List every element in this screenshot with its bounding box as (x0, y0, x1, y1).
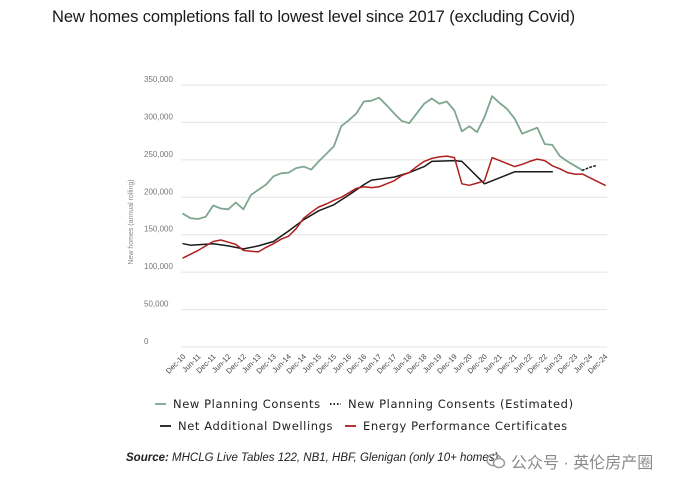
source-label: Source: (126, 452, 169, 464)
y-tick-label: 350,000 (144, 75, 173, 84)
legend: New Planning Consents New Planning Consen… (155, 397, 574, 433)
x-axis-ticks: Dec-10Jun-11Dec-11Jun-12Dec-12Jun-13Dec-… (164, 352, 609, 375)
series-new-planning-consents (182, 95, 584, 220)
watermark: 公众号 · 英伦房产圈 (486, 449, 653, 473)
legend-label: New Planning Consents (Estimated) (348, 397, 574, 411)
source-text: MHCLG Live Tables 122, NB1, HBF, Gleniga… (172, 452, 499, 464)
y-tick-label: 100,000 (144, 262, 173, 271)
y-axis-ticks: 0 50,000 100,000 150,000 200,000 250,000 300,0… (144, 75, 173, 346)
y-tick-label: 150,000 (144, 225, 173, 234)
series-planning-estimated (581, 164, 599, 172)
y-tick-label: 300,000 (144, 112, 173, 121)
y-tick-label: 0 (144, 337, 149, 346)
y-tick-label: 250,000 (144, 150, 173, 159)
series-lines (182, 95, 606, 259)
gridlines (181, 84, 607, 348)
y-tick-label: 200,000 (144, 187, 173, 196)
legend-label: Net Additional Dwellings (178, 419, 333, 433)
wechat-icon (486, 453, 506, 469)
watermark-text: 公众号 · 英伦房产圈 (511, 455, 654, 472)
y-tick-label: 50,000 (144, 300, 169, 309)
y-axis-label: New homes (annual rolling) (128, 179, 135, 264)
legend-label: Energy Performance Certificates (363, 419, 568, 433)
page-title: New homes completions fall to lowest lev… (52, 8, 575, 26)
legend-label: New Planning Consents (173, 397, 321, 411)
series-energy-performance-certificates (182, 155, 606, 259)
series-net-additional-dwellings (182, 159, 554, 250)
source-note: Source: MHCLG Live Tables 122, NB1, HBF,… (126, 452, 498, 464)
